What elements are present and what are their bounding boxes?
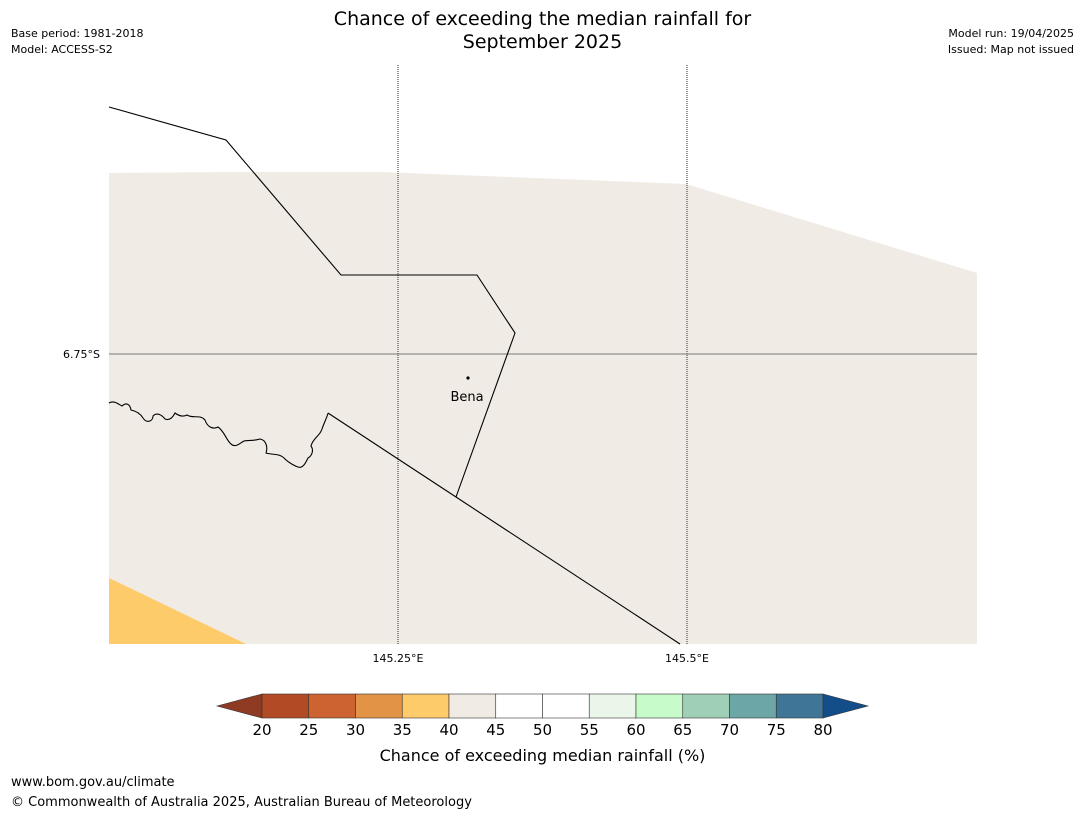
colorbar-tick-label: 65 <box>673 721 692 739</box>
meta-right: Model run: 19/04/2025 Issued: Map not is… <box>948 26 1074 58</box>
colorbar-tick-label: 20 <box>252 721 271 739</box>
longitude-label-1: 145.25°E <box>373 652 424 665</box>
colorbar-tick-label: 50 <box>533 721 552 739</box>
colorbar-bin-75-80 <box>775 693 824 719</box>
colorbar-under-arrow <box>215 693 263 719</box>
model-run: Model run: 19/04/2025 <box>948 27 1074 40</box>
colorbar-tick-label: 70 <box>720 721 739 739</box>
colorbar-bin-70-75 <box>729 693 777 719</box>
latitude-label: 6.75°S <box>63 348 100 361</box>
rainfall-band-35-40 <box>109 578 246 644</box>
longitude-label-2: 145.5°E <box>665 652 709 665</box>
colorbar-tick-label: 35 <box>393 721 412 739</box>
colorbar-bin-25-30 <box>308 693 356 719</box>
footer-copyright: © Commonwealth of Australia 2025, Austra… <box>11 795 472 810</box>
colorbar-bin-40-45 <box>448 693 497 719</box>
colorbar-bin-35-40 <box>401 693 450 719</box>
colorbar-tick-label: 30 <box>346 721 365 739</box>
river-border <box>108 401 329 468</box>
colorbar-bin-65-70 <box>682 693 730 719</box>
meta-left: Base period: 1981-2018 Model: ACCESS-S2 <box>11 26 143 58</box>
colorbar: 20 25 30 35 40 45 50 55 60 65 70 75 80 <box>215 693 870 739</box>
base-period: Base period: 1981-2018 <box>11 27 144 40</box>
province-border-north <box>108 106 516 498</box>
province-border-south <box>327 412 681 645</box>
colorbar-tick-label: 55 <box>580 721 599 739</box>
place-marker-dot <box>466 376 470 380</box>
colorbar-tick-label: 45 <box>486 721 505 739</box>
issued-status: Issued: Map not issued <box>947 43 1074 56</box>
place-label: Bena <box>450 390 483 405</box>
colorbar-over-arrow <box>822 693 870 719</box>
title-line-2: September 2025 <box>462 31 623 53</box>
colorbar-tick-label: 60 <box>626 721 645 739</box>
map-title: Chance of exceeding the median rainfall … <box>0 8 1085 54</box>
colorbar-title: Chance of exceeding median rainfall (%) <box>379 746 706 765</box>
model-name: Model: ACCESS-S2 <box>11 43 113 56</box>
colorbar-bin-45-50 <box>495 693 543 719</box>
title-line-1: Chance of exceeding the median rainfall … <box>333 8 752 30</box>
colorbar-bin-60-65 <box>635 693 684 719</box>
colorbar-bin-50-55 <box>542 693 590 719</box>
colorbar-bin-30-35 <box>355 693 403 719</box>
colorbar-tick-label: 25 <box>299 721 318 739</box>
colorbar-bin-20-25 <box>261 693 310 719</box>
colorbar-bin-55-60 <box>588 693 637 719</box>
colorbar-tick-label: 80 <box>813 721 832 739</box>
land-area <box>109 172 977 644</box>
colorbar-tick-label: 75 <box>767 721 786 739</box>
footer-url[interactable]: www.bom.gov.au/climate <box>11 775 175 790</box>
colorbar-tick-label: 40 <box>439 721 458 739</box>
